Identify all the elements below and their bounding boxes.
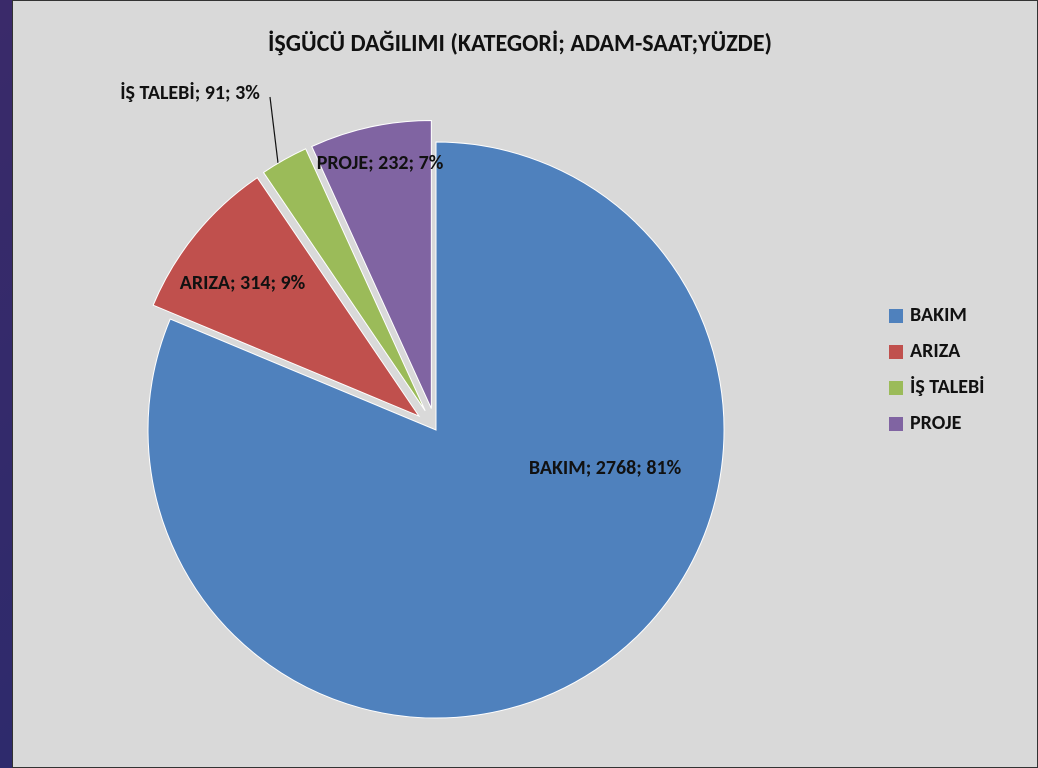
pie-slice [262,148,426,412]
legend-label: İŞ TALEBİ [910,375,985,399]
legend-swatch [889,345,903,359]
data-label: İŞ TALEBİ; 91; 3% [120,81,260,105]
legend-label: BAKIM [910,303,967,327]
legend-swatch [889,417,903,431]
legend-label: PROJE [910,411,962,435]
legend-swatch [889,309,903,323]
data-label: BAKIM; 2768; 81% [528,456,682,480]
pie-slice [311,120,432,409]
chart-title: İŞGÜCÜ DAĞILIMI (KATEGORİ; ADAM-SAAT;YÜZ… [268,29,772,58]
data-label: PROJE; 232; 7% [316,151,444,175]
legend-label: ARIZA [910,339,961,363]
data-label: ARIZA; 314; 9% [179,271,306,295]
pie-slice [152,177,421,418]
legend-swatch [889,381,903,395]
pie-slice [147,141,725,719]
leader-line [269,96,279,164]
